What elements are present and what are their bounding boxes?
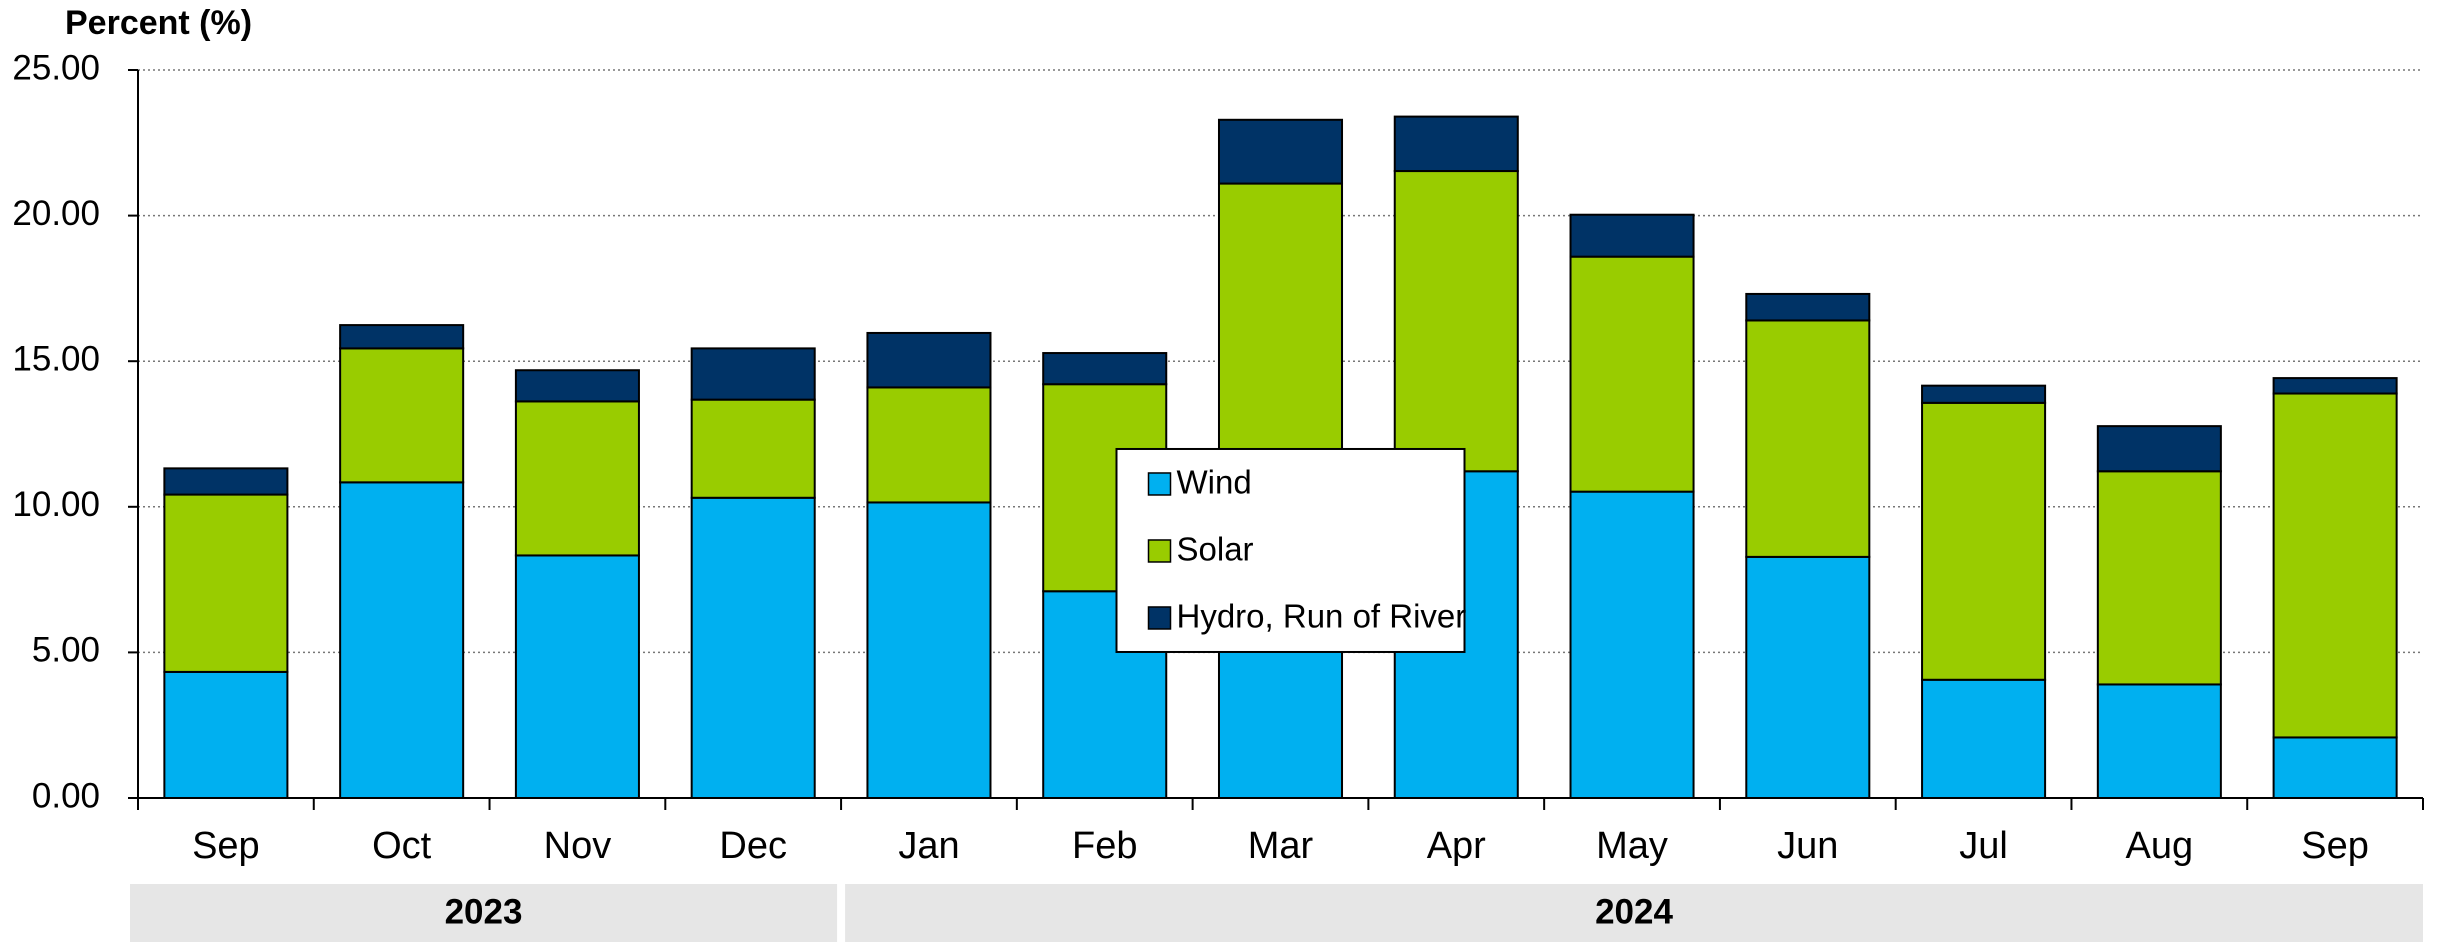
bar-segment (1393, 170, 1519, 473)
bar-segment (1921, 401, 2047, 681)
bar-segment (514, 554, 640, 800)
bar-segment (2096, 425, 2222, 473)
year-label: 2023 (445, 892, 523, 931)
x-tick-label: Nov (544, 825, 612, 867)
bar-segment (2096, 683, 2222, 800)
bar-segment (1921, 384, 2047, 404)
bar-segment (2096, 470, 2222, 686)
bar-segment (1745, 555, 1871, 800)
x-tick-label: Oct (372, 825, 432, 867)
legend: Wind Solar Hydro, Run of River (1115, 447, 1467, 653)
x-tick-label: Sep (2301, 825, 2369, 867)
bar-segment (1569, 490, 1695, 799)
bar-segment (866, 331, 992, 389)
x-tick-label: Jun (1777, 825, 1838, 867)
bar-segment (339, 324, 465, 350)
bar-segment (1745, 319, 1871, 558)
y-tick-label: 5.00 (32, 631, 100, 670)
x-tick-label: Mar (1248, 825, 1314, 867)
y-tick-label: 0.00 (32, 776, 100, 815)
year-band (130, 884, 838, 942)
bar-segment (690, 398, 816, 499)
legend-swatch (1147, 539, 1172, 563)
bar-segment (866, 386, 992, 504)
bar-segment (514, 400, 640, 557)
x-tick-label: Aug (2126, 825, 2194, 867)
x-tick-label: Sep (192, 825, 260, 867)
x-tick-label: Dec (719, 825, 787, 867)
bar-segment (514, 369, 640, 403)
bar-segment (1569, 255, 1695, 493)
y-tick-label: 25.00 (12, 48, 100, 87)
bar-segment (1569, 213, 1695, 258)
bar-segment (2272, 736, 2398, 800)
x-tick-label: Apr (1427, 825, 1486, 867)
bar-segment (1042, 352, 1168, 386)
year-band (845, 884, 2423, 942)
legend-swatch (1147, 472, 1172, 496)
legend-swatch (1147, 606, 1172, 630)
year-label: 2024 (1595, 892, 1673, 931)
bar-segment (690, 496, 816, 799)
y-tick-label: 20.00 (12, 194, 100, 233)
legend-box (1115, 447, 1466, 653)
bar-segment (1393, 115, 1519, 173)
bar-segment (1745, 292, 1871, 322)
bar-segment (1921, 678, 2047, 800)
bar-segment (1217, 182, 1344, 460)
x-tick-label: Jul (1959, 825, 2008, 867)
x-tick-label: Jan (898, 825, 959, 867)
y-tick-label: 15.00 (12, 339, 100, 378)
x-tick-label: May (1596, 825, 1668, 867)
bar-segment (866, 501, 992, 799)
x-tick-label: Feb (1072, 825, 1137, 867)
bar-segment (2272, 392, 2398, 739)
y-axis-title: Percent (%) (65, 4, 252, 42)
bar-segment (163, 670, 289, 799)
bar-segment (690, 347, 816, 401)
bar-segment (1217, 118, 1344, 185)
bar-segment (339, 347, 465, 484)
bar-segment (163, 493, 289, 673)
bar-segment (339, 481, 465, 799)
legend-label: Solar (1177, 531, 1254, 568)
bar-segment (2272, 377, 2398, 395)
legend-label: Hydro, Run of River (1177, 598, 1467, 635)
legend-label: Wind (1177, 464, 1252, 501)
bar-segment (163, 467, 289, 496)
y-tick-label: 10.00 (12, 485, 100, 524)
